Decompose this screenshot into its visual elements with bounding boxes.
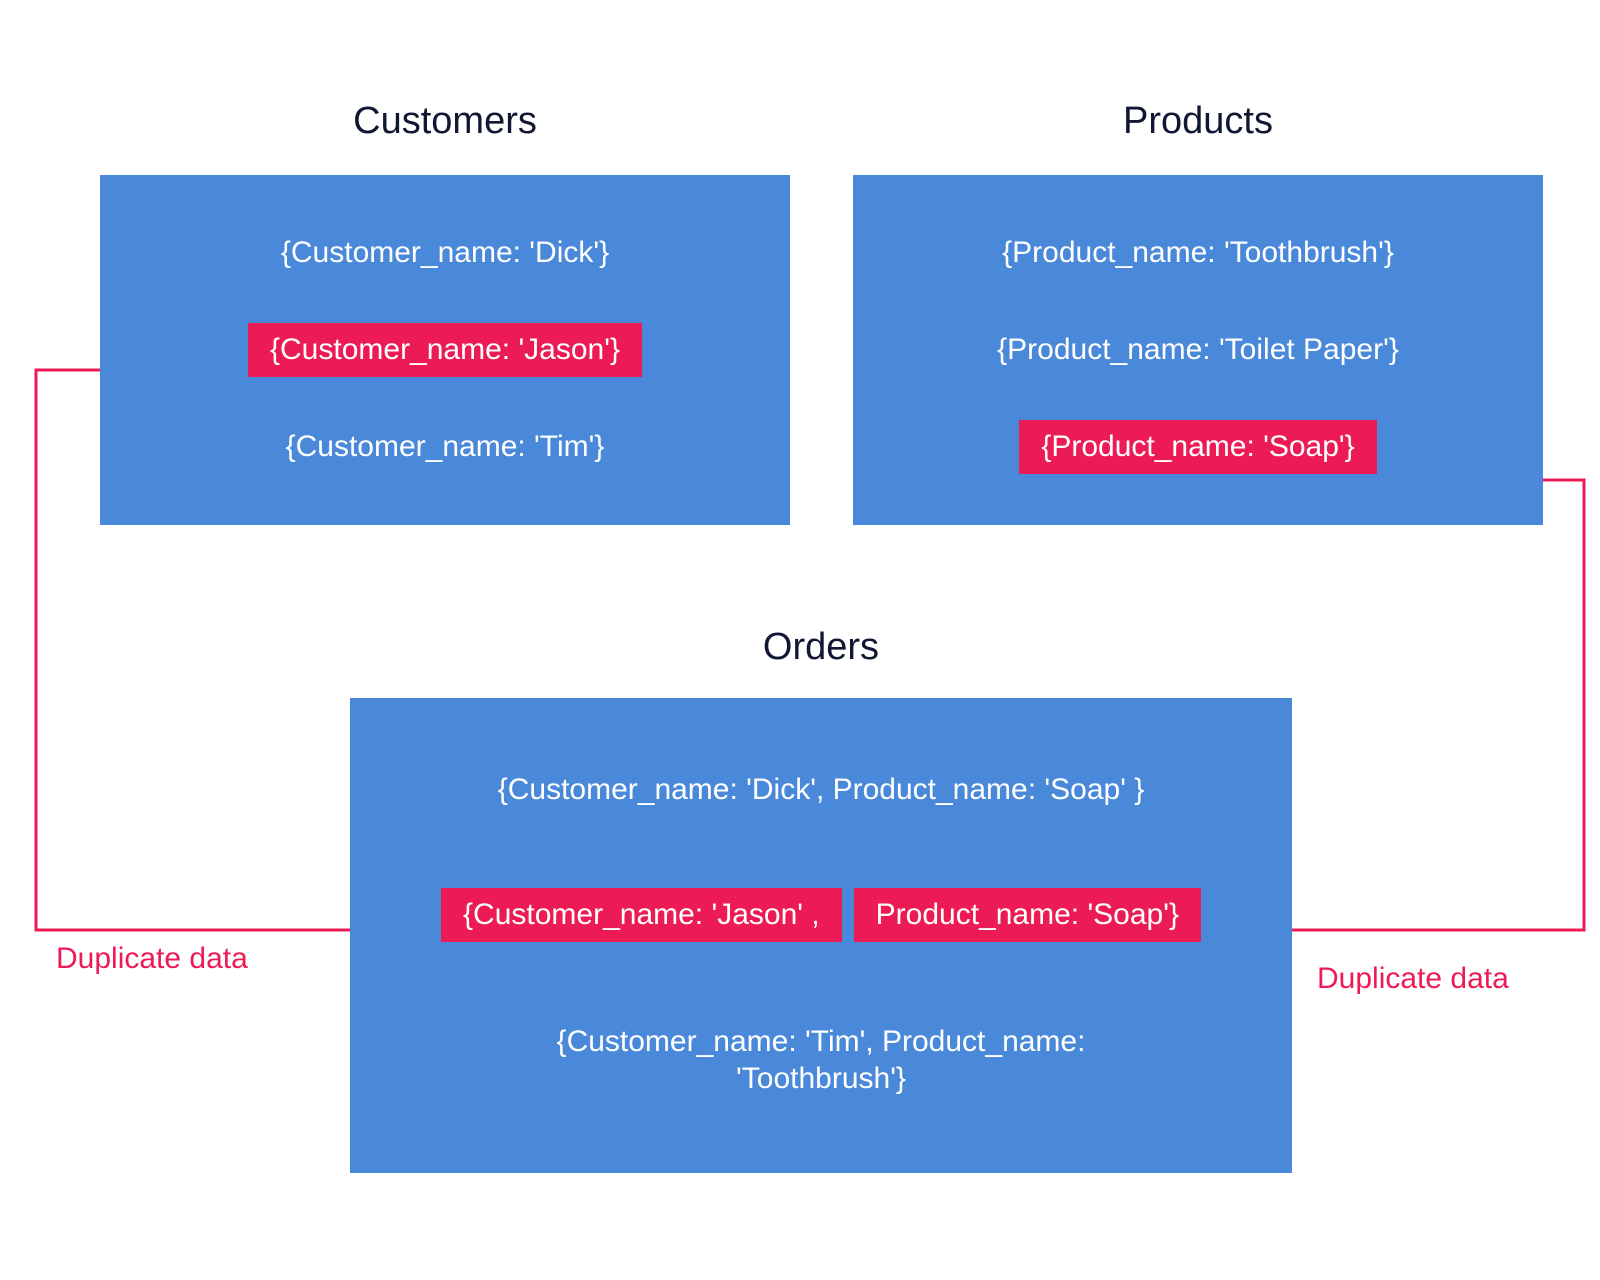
content-area: Customers {Customer_name: 'Dick'}{Custom…: [0, 0, 1600, 1280]
customers-row-1: {Customer_name: 'Dick'}: [259, 226, 631, 280]
products-row-2: {Product_name: 'Toilet Paper'}: [975, 323, 1421, 377]
customers-row-2: {Customer_name: 'Jason'}: [248, 323, 642, 377]
products-row-3: {Product_name: 'Soap'}: [1019, 420, 1376, 474]
products-row-1: {Product_name: 'Toothbrush'}: [980, 226, 1416, 280]
duplicate-label-right: Duplicate data: [1317, 962, 1509, 996]
orders-row-1: {Customer_name: 'Dick', Product_name: 'S…: [476, 763, 1167, 817]
diagram-canvas: Customers {Customer_name: 'Dick'}{Custom…: [0, 0, 1600, 1280]
orders-title: Orders: [350, 626, 1292, 669]
duplicate-label-left: Duplicate data: [56, 942, 248, 976]
orders-row-2: {Customer_name: 'Jason' , Product_name: …: [441, 888, 1201, 942]
customers-title: Customers: [100, 100, 790, 143]
customers-box: {Customer_name: 'Dick'} {Customer_name: '…: [100, 175, 790, 525]
orders-row-2-customer: {Customer_name: 'Jason' ,: [441, 888, 842, 942]
orders-row-2-product: Product_name: 'Soap'}: [854, 888, 1201, 942]
products-title: Products: [853, 100, 1543, 143]
customers-row-3: {Customer_name: 'Tim'}: [264, 420, 627, 474]
orders-row-3: {Customer_name: 'Tim', Product_name: 'To…: [501, 1013, 1141, 1108]
orders-box: {Customer_name: 'Dick', Product_name: 'S…: [350, 698, 1292, 1173]
products-box: {Product_name: 'Toothbrush'} {Product_nam…: [853, 175, 1543, 525]
